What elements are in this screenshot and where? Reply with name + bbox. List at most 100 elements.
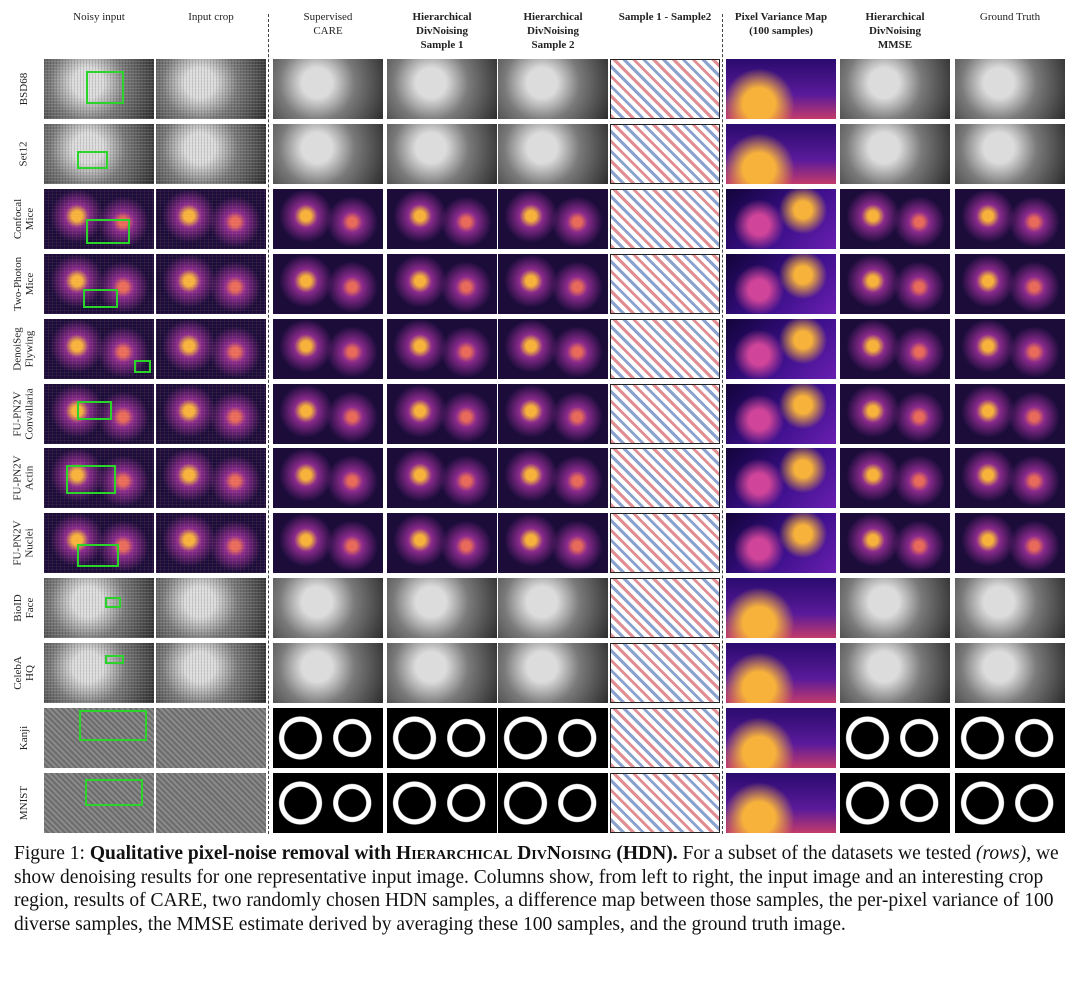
image-tile-s1 [387, 319, 497, 379]
caption-rows-word: (rows) [975, 843, 1027, 864]
image-tile-var [726, 384, 836, 444]
image-tile-s2 [498, 124, 608, 184]
column-header-line: Supervised [303, 11, 353, 23]
image-tile-diff [610, 124, 720, 184]
image-tile-mmse [840, 59, 950, 119]
image-tile-mmse [840, 643, 950, 703]
row-label: DenoiSeg Flywing [4, 319, 44, 379]
image-tile-noisy [44, 448, 154, 508]
image-tile-noisy [44, 59, 154, 119]
image-tile-gt [955, 384, 1065, 444]
image-tile-s2 [498, 189, 608, 249]
image-tile-mmse [840, 124, 950, 184]
image-tile-gt [955, 124, 1065, 184]
image-tile-diff [610, 189, 720, 249]
column-header-line: DivNoising [416, 25, 468, 37]
image-tile-care [273, 189, 383, 249]
row-label: CelebA HQ [4, 643, 44, 703]
row-label: Confocal Mice [4, 189, 44, 249]
image-tile-crop [156, 254, 266, 314]
image-tile-care [273, 513, 383, 573]
image-tile-gt [955, 189, 1065, 249]
column-header-mmse: Hierarchical DivNoising MMSE [834, 10, 956, 52]
image-tile-mmse [840, 773, 950, 833]
image-tile-gt [955, 448, 1065, 508]
image-tile-s1 [387, 59, 497, 119]
image-tile-diff [610, 448, 720, 508]
crop-region-box [134, 359, 151, 373]
column-header-line: Sample 1 - Sample2 [618, 11, 712, 23]
row-label: FU-PN2V Convallaria [4, 384, 44, 444]
image-tile-diff [610, 384, 720, 444]
column-header-line: (100 samples) [749, 25, 813, 37]
row-label-text: FU-PN2V Actin [12, 455, 36, 500]
image-tile-mmse [840, 254, 950, 314]
image-tile-crop [156, 189, 266, 249]
image-tile-care [273, 319, 383, 379]
column-header-line: Hierarchical [412, 11, 472, 23]
image-tile-s1 [387, 578, 497, 638]
image-tile-var [726, 578, 836, 638]
column-header-care: Supervised CARE [267, 10, 389, 38]
crop-region-box [104, 655, 125, 664]
image-tile-var [726, 643, 836, 703]
image-tile-var [726, 319, 836, 379]
column-header-noisy: Noisy input [38, 10, 160, 24]
row-label-line: DenoiSeg [12, 327, 25, 371]
image-tile-care [273, 59, 383, 119]
dashed-separator [722, 14, 723, 834]
column-header-s2: Hierarchical DivNoising Sample 2 [492, 10, 614, 52]
image-tile-noisy [44, 643, 154, 703]
row-label-text: Set12 [18, 141, 30, 166]
row-label-line: Actin [24, 465, 37, 491]
column-header-line: Input crop [188, 11, 234, 23]
image-tile-s2 [498, 513, 608, 573]
row-label-text: FU-PN2V Convallaria [12, 388, 36, 439]
row-label-text: Kanji [18, 726, 30, 750]
image-tile-care [273, 254, 383, 314]
crop-region-box [77, 544, 119, 567]
image-tile-care [273, 124, 383, 184]
row-label-text: Confocal Mice [12, 199, 36, 239]
image-tile-noisy [44, 708, 154, 768]
image-tile-noisy [44, 319, 154, 379]
image-tile-s1 [387, 513, 497, 573]
image-tile-var [726, 59, 836, 119]
image-tile-gt [955, 708, 1065, 768]
row-label: Kanji [4, 708, 44, 768]
image-tile-var [726, 773, 836, 833]
image-tile-var [726, 708, 836, 768]
image-tile-mmse [840, 319, 950, 379]
crop-region-box [85, 71, 125, 104]
row-label-text: DenoiSeg Flywing [12, 327, 36, 370]
crop-region-box [104, 597, 121, 608]
image-tile-s2 [498, 59, 608, 119]
row-label: Set12 [4, 124, 44, 184]
image-tile-mmse [840, 708, 950, 768]
image-tile-crop [156, 643, 266, 703]
row-label-line: FU-PN2V [12, 455, 25, 501]
column-header-line: Hierarchical [865, 11, 925, 23]
image-tile-var [726, 448, 836, 508]
image-tile-noisy [44, 124, 154, 184]
column-header-line: Hierarchical [523, 11, 583, 23]
image-tile-diff [610, 643, 720, 703]
column-header-line: Sample 2 [531, 39, 575, 51]
image-tile-var [726, 189, 836, 249]
image-tile-noisy [44, 513, 154, 573]
image-tile-noisy [44, 384, 154, 444]
image-tile-diff [610, 59, 720, 119]
row-label: BSD68 [4, 59, 44, 119]
caption-text-1: For a subset of the datasets we tested [677, 843, 976, 864]
image-tile-s2 [498, 578, 608, 638]
image-tile-gt [955, 513, 1065, 573]
column-header-line: MMSE [877, 39, 913, 51]
caption-text-2: , we show denoising results for one repr… [14, 843, 1059, 935]
column-header-line: DivNoising [869, 25, 921, 37]
crop-region-box [84, 779, 143, 806]
image-tile-s2 [498, 708, 608, 768]
row-label-line: FU-PN2V [12, 391, 25, 437]
image-tile-crop [156, 708, 266, 768]
image-tile-crop [156, 578, 266, 638]
column-header-line: DivNoising [527, 25, 579, 37]
